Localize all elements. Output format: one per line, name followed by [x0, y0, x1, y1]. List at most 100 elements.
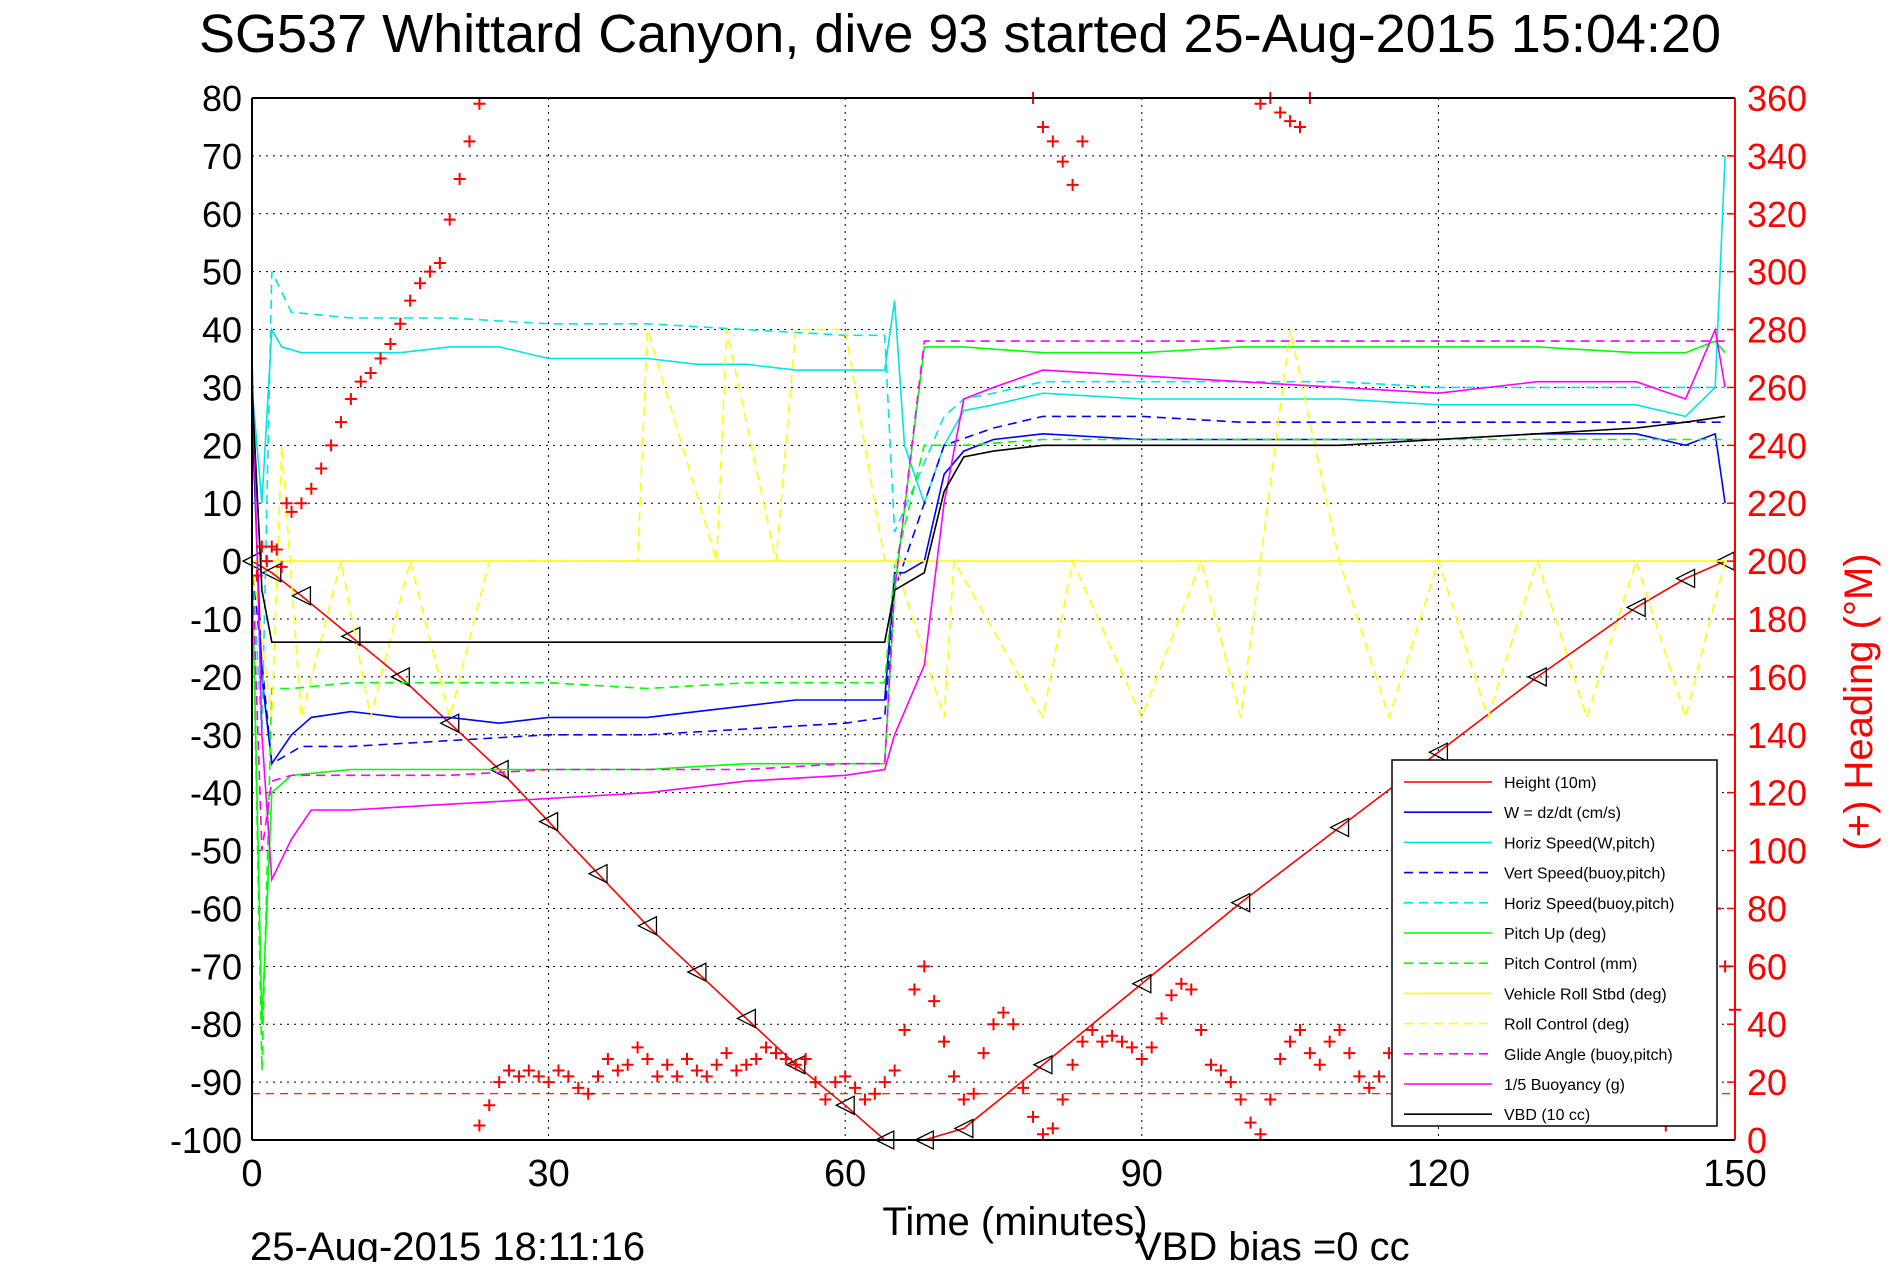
series-line-5: [251, 340, 1726, 1025]
heading-marker: [1264, 1093, 1277, 1106]
heading-marker: [987, 1018, 1000, 1031]
axes-layer: 0 30 60 90 120 15080706050403020100-10-20-30-…: [170, 78, 1807, 1195]
heading-marker: [1056, 155, 1069, 168]
height-marker: [834, 1095, 855, 1116]
y-tick-label: -10: [190, 599, 242, 640]
right-tick-label: 320: [1747, 194, 1807, 235]
heading-marker: [769, 1047, 782, 1060]
heading-marker: [661, 1058, 674, 1071]
heading-marker: [503, 1064, 516, 1077]
heading-marker: [878, 1076, 891, 1089]
x-tick-label: 90: [1121, 1153, 1163, 1195]
heading-marker: [1274, 106, 1287, 119]
height-marker: [686, 962, 707, 983]
heading-marker: [1007, 1018, 1020, 1031]
heading-marker: [1303, 1047, 1316, 1060]
right-tick-label: 240: [1747, 425, 1807, 466]
heading-marker: [1096, 1035, 1109, 1048]
heading-marker: [1284, 115, 1297, 128]
y-tick-label: -30: [190, 715, 242, 756]
legend-entry: Vert Speed(buoy,pitch): [1504, 866, 1666, 883]
heading-marker: [601, 1052, 614, 1065]
heading-marker: [1106, 1029, 1119, 1042]
heading-marker: [1116, 1035, 1129, 1048]
heading-marker: [1046, 135, 1059, 148]
series-line-2: [251, 155, 1726, 506]
right-tick-label: 40: [1747, 1004, 1787, 1045]
y-tick-label: -80: [190, 1004, 242, 1045]
heading-marker: [275, 560, 288, 573]
legend-entry: Vehicle Roll Stbd (deg): [1504, 986, 1667, 1003]
heading-marker: [957, 1093, 970, 1106]
heading-marker: [305, 482, 318, 495]
right-tick-label: 360: [1747, 78, 1807, 119]
y-tick-label: 30: [202, 367, 242, 408]
height-marker: [340, 626, 361, 647]
heading-marker: [1224, 1076, 1237, 1089]
heading-marker: [325, 439, 338, 452]
legend-entry: Horiz Speed(buoy,pitch): [1504, 896, 1674, 913]
heading-marker: [928, 995, 941, 1008]
heading-marker: [1036, 1128, 1049, 1141]
heading-marker: [1254, 97, 1267, 110]
heading-marker: [858, 1093, 871, 1106]
heading-marker: [809, 1076, 822, 1089]
height-marker: [637, 915, 658, 936]
heading-marker: [493, 1076, 506, 1089]
heading-marker: [681, 1052, 694, 1065]
heading-marker: [1056, 1093, 1069, 1106]
y-tick-label: -20: [190, 657, 242, 698]
heading-marker: [631, 1041, 644, 1054]
legend-box: [1391, 759, 1718, 1127]
heading-marker: [582, 1087, 595, 1100]
heading-marker: [1293, 1024, 1306, 1037]
y-tick-label: -50: [190, 831, 242, 872]
height-marker: [389, 666, 410, 687]
legend: Height (10m) W = dz/dt (cm/s) Horiz Speed(…: [1391, 759, 1718, 1127]
right-tick-label: 0: [1747, 1120, 1767, 1161]
y-tick-label: -40: [190, 773, 242, 814]
footer-timestamp: 25-Aug-2015 18:11:16: [250, 1225, 645, 1262]
series-line-6: [251, 438, 1726, 1071]
heading-marker: [710, 1058, 723, 1071]
x-tick-label: 120: [1407, 1153, 1470, 1195]
height-marker: [439, 713, 460, 734]
heading-marker: [280, 497, 293, 510]
heading-marker: [295, 497, 308, 510]
heading-marker: [572, 1081, 585, 1094]
heading-marker: [453, 173, 466, 186]
heading-marker: [671, 1070, 684, 1083]
heading-marker: [473, 1119, 486, 1132]
heading-marker: [888, 1064, 901, 1077]
heading-marker: [938, 1035, 951, 1048]
heading-marker: [1244, 1116, 1257, 1129]
heading-marker: [522, 1064, 535, 1077]
height-marker: [1675, 568, 1696, 589]
heading-marker: [1017, 1081, 1030, 1094]
x-tick-label: 150: [1703, 1153, 1766, 1195]
heading-marker: [947, 1070, 960, 1083]
heading-marker: [799, 1052, 812, 1065]
height-marker: [1526, 666, 1547, 687]
heading-marker: [829, 1076, 842, 1089]
heading-marker: [512, 1070, 525, 1083]
heading-marker: [532, 1070, 545, 1083]
heading-marker: [720, 1047, 733, 1060]
heading-marker: [285, 505, 298, 518]
heading-marker: [270, 543, 283, 556]
heading-marker: [898, 1024, 911, 1037]
heading-marker: [552, 1064, 565, 1077]
heading-marker: [463, 135, 476, 148]
heading-marker: [384, 338, 397, 351]
height-marker: [735, 1008, 756, 1029]
heading-marker: [1343, 1047, 1356, 1060]
heading-marker: [1125, 1041, 1138, 1054]
right-tick-label: 340: [1747, 136, 1807, 177]
legend-entry: Horiz Speed(W,pitch): [1504, 835, 1655, 852]
heading-marker: [315, 462, 328, 475]
legend-entry: 1/5 Buoyancy (g): [1504, 1077, 1625, 1094]
height-marker: [538, 811, 559, 832]
legend-entry: Height (10m): [1504, 775, 1596, 792]
